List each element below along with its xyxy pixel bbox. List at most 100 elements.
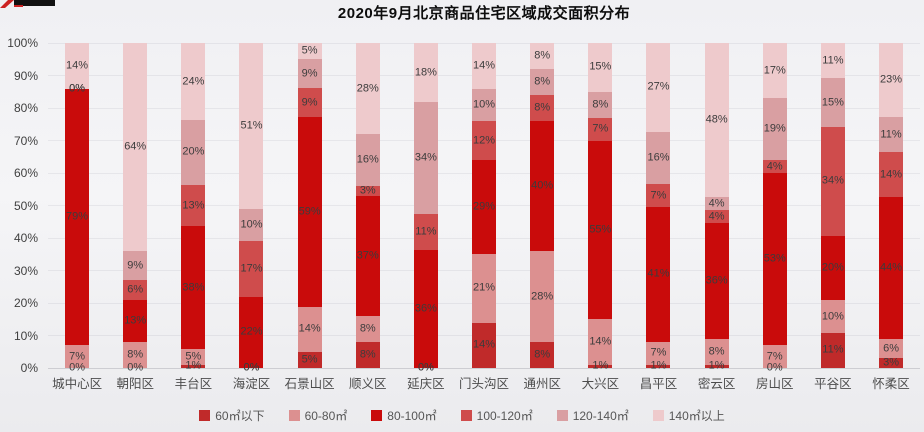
stacked-bar — [762, 43, 787, 368]
y-axis-tick: 10% — [13, 328, 38, 343]
data-label: 59% — [298, 205, 321, 218]
bar-segment — [65, 88, 90, 346]
data-label: 36% — [414, 302, 437, 315]
data-label: 29% — [473, 200, 496, 213]
data-label: 15% — [821, 96, 844, 109]
x-axis-label: 石景山区 — [284, 377, 335, 391]
bar-segment — [472, 254, 497, 323]
bar-column: 8% 28% 40% 8% 8% 8% — [513, 43, 571, 368]
bar-column: 0% 8% 13% 6% 9% 64% — [106, 43, 164, 373]
legend-item: 140㎡以上 — [652, 407, 725, 424]
bar-segment — [762, 173, 787, 346]
bar-segment — [704, 43, 729, 198]
data-label: 9% — [127, 259, 144, 272]
data-label: 10% — [240, 218, 263, 231]
bar-segment — [123, 299, 148, 342]
data-label: 34% — [414, 151, 437, 164]
x-axis-label: 房山区 — [756, 377, 794, 391]
data-label: 15% — [589, 60, 612, 73]
bar-segment — [297, 306, 322, 352]
data-label: 1% — [592, 359, 609, 372]
bar-segment — [181, 43, 206, 121]
plot-area: 0% 7% 79% 0% 0% 14% 0% 8% 13% 6% 9% 64% 1% 5% 38% 13% 20… — [48, 42, 920, 373]
data-label: 14% — [473, 338, 496, 351]
bar-segment — [123, 342, 148, 368]
x-axis-label: 昌平区 — [639, 377, 678, 391]
legend-item: 100-120㎡ — [460, 407, 533, 424]
y-axis-tick: 70% — [13, 133, 38, 148]
legend-label: 60-80㎡ — [304, 409, 348, 423]
data-label: 24% — [182, 75, 205, 88]
bar-segment — [879, 152, 904, 198]
bar-segment — [239, 296, 264, 368]
x-axis-label: 延庆区 — [407, 377, 445, 391]
cropped-logo-fragment — [0, 0, 55, 8]
data-label: 20% — [821, 261, 844, 274]
y-axis-tick: 90% — [13, 68, 38, 83]
stacked-bar — [181, 43, 206, 368]
y-axis-tick: 100% — [7, 36, 38, 50]
data-label: 0% — [69, 82, 86, 94]
data-label: 8% — [534, 75, 551, 88]
bar-segment — [530, 121, 555, 251]
bar-segment — [123, 251, 148, 281]
x-axis-label: 怀柔区 — [872, 377, 910, 391]
legend-swatch — [199, 410, 211, 421]
data-label: 37% — [356, 249, 379, 262]
data-label: 8% — [359, 348, 376, 361]
bar-segment — [355, 195, 380, 316]
legend-label: 120-140㎡ — [572, 409, 629, 423]
x-axis-label: 门头沟区 — [459, 377, 510, 391]
data-label: 79% — [66, 210, 89, 223]
legend-swatch — [556, 410, 568, 421]
bar-segment — [588, 140, 613, 320]
legend-swatch — [652, 410, 664, 421]
chart-title: 2020年9月北京商品住宅区域成交面积分布 — [337, 5, 631, 22]
data-label: 41% — [647, 267, 670, 280]
bar-segment — [239, 43, 264, 209]
bar-segment — [181, 226, 206, 349]
data-label: 21% — [473, 281, 496, 294]
data-label: 0% — [417, 361, 434, 374]
stacked-bar — [297, 43, 322, 368]
data-label: 0% — [127, 361, 144, 374]
bar-column: 1% 7% 41% 7% 16% 27% — [629, 43, 687, 371]
bar-segment — [297, 351, 322, 368]
bar-column: 0% 0% 36% 11% 34% 18% — [397, 43, 455, 373]
bar-segment — [530, 95, 555, 121]
data-label: 6% — [127, 283, 144, 296]
bar-segment — [413, 213, 438, 250]
data-label: 8% — [708, 345, 725, 358]
bar-segment — [646, 43, 671, 132]
bar-segment — [820, 300, 845, 333]
bar-column: 0% 7% 53% 4% 19% 17% — [746, 43, 804, 373]
data-label: 14% — [880, 168, 903, 181]
gridline — [48, 367, 920, 369]
data-label: 4% — [766, 160, 783, 172]
stacked-bar — [65, 43, 90, 368]
data-label: 5% — [301, 353, 318, 366]
legend-item: 60-80㎡ — [288, 407, 348, 424]
bar-segment — [762, 43, 787, 99]
x-axis-label: 顺义区 — [349, 377, 387, 391]
legend-label: 100-120㎡ — [476, 409, 533, 423]
bar-segment — [704, 223, 729, 340]
data-label: 0% — [243, 361, 260, 374]
bar-segment — [588, 364, 613, 368]
data-label: 5% — [301, 44, 318, 57]
data-label: 28% — [531, 290, 554, 302]
bar-segment — [530, 43, 555, 69]
bar-segment — [588, 117, 613, 141]
bar-segment — [820, 126, 845, 237]
bar-segment — [123, 43, 148, 251]
bar-segment — [413, 249, 438, 368]
stacked-bar — [588, 43, 613, 368]
data-label: 48% — [705, 113, 728, 126]
data-label: 55% — [589, 223, 612, 236]
legend-swatch — [460, 410, 472, 421]
legend-swatch — [371, 410, 383, 421]
data-label: 18% — [414, 66, 437, 79]
y-axis-tick: 40% — [13, 231, 38, 245]
bar-segment — [355, 186, 380, 196]
